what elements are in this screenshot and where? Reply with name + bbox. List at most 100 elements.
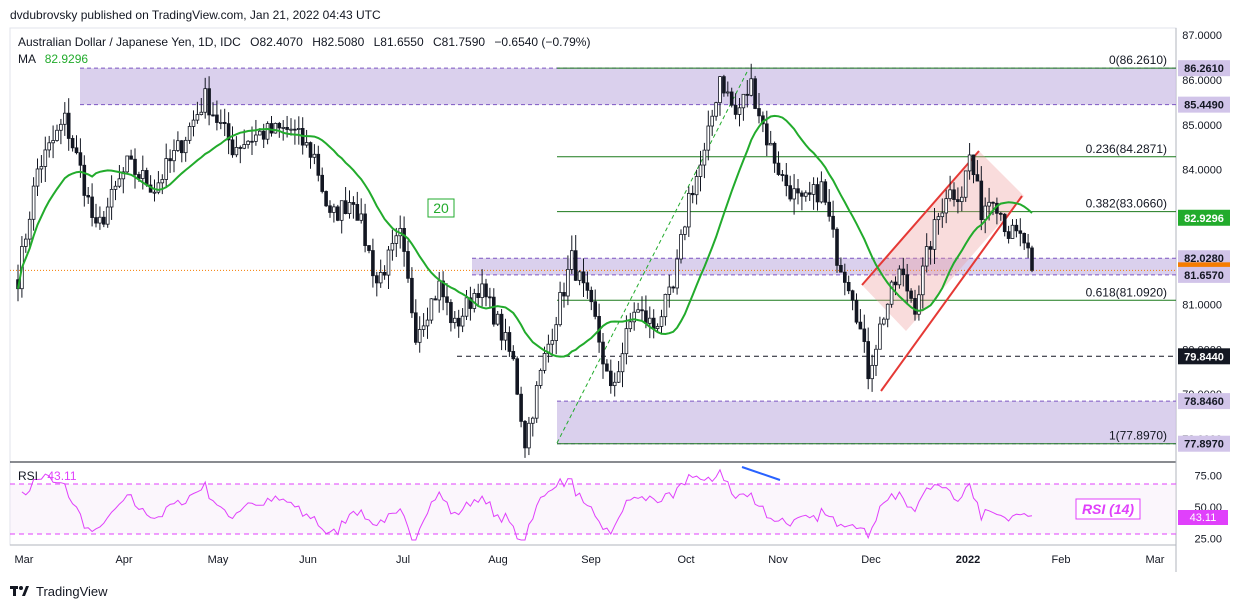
time-tick-6: Sep	[581, 554, 601, 566]
candle-143	[573, 235, 578, 281]
candle-109	[441, 271, 445, 311]
candle-213	[846, 275, 851, 295]
footer-brand: TradingView	[36, 584, 108, 599]
rsi-band-fill	[10, 484, 1176, 534]
candle-152	[609, 359, 613, 394]
candle-220	[874, 344, 878, 377]
candle-177	[706, 110, 711, 161]
candle-68	[281, 120, 285, 141]
candle-54	[226, 112, 231, 155]
time-axis[interactable]: Mar Apr May Jun Jul Aug Sep Oct Nov Dec 2022 Feb Mar	[15, 554, 1165, 566]
svg-text:78.8460: 78.8460	[1184, 396, 1224, 408]
candle-43	[183, 136, 188, 162]
candle-176	[702, 142, 707, 179]
candle-193	[768, 130, 773, 146]
candle-14	[70, 135, 75, 152]
candle-124	[499, 309, 504, 351]
candle-82	[335, 204, 340, 222]
candle-8	[47, 135, 51, 158]
candle-219	[870, 354, 874, 392]
candle-158	[632, 302, 636, 331]
candle-99	[402, 216, 406, 267]
candle-181	[722, 74, 726, 97]
candle-201	[800, 190, 804, 211]
candle-15	[74, 135, 79, 155]
candle-110	[445, 283, 449, 316]
svg-text:82.0280: 82.0280	[1184, 253, 1224, 265]
time-tick-11: Feb	[1052, 554, 1071, 566]
candle-41	[176, 131, 180, 153]
candle-154	[616, 361, 621, 383]
candle-79	[324, 190, 328, 208]
candle-184	[733, 93, 738, 120]
time-tick-4: Jul	[396, 554, 410, 566]
candle-186	[741, 93, 746, 121]
candle-259	[1026, 233, 1030, 258]
candle-29	[129, 149, 133, 160]
time-tick-12: Mar	[1146, 554, 1165, 566]
candle-203	[807, 181, 812, 201]
candle-78	[320, 167, 324, 194]
rsi-title-tag: RSI (14)	[1082, 501, 1134, 517]
candle-250	[991, 201, 995, 216]
candle-84	[343, 187, 348, 215]
candle-113	[456, 309, 461, 338]
candle-194	[772, 141, 777, 173]
candle-76	[312, 144, 317, 165]
rsi-value-tag-box	[1178, 510, 1228, 525]
candle-50	[211, 102, 215, 117]
candle-83	[339, 200, 344, 234]
candle-18	[86, 187, 91, 204]
price-axis[interactable]: 87.000086.000085.000084.000083.000082.00…	[1182, 30, 1222, 446]
candle-207	[823, 179, 828, 206]
fib-label-1: 0.236(84.2871)	[1086, 142, 1167, 156]
candle-105	[425, 307, 430, 339]
svg-text:85.4490: 85.4490	[1184, 100, 1224, 112]
candle-208	[827, 189, 831, 222]
candle-238	[944, 189, 948, 224]
candle-231	[917, 285, 921, 321]
candle-206	[819, 171, 824, 204]
candle-246	[975, 160, 980, 182]
price-tag-7: 78.8460	[1178, 393, 1230, 410]
candle-86	[351, 196, 356, 219]
candle-49	[207, 76, 211, 126]
candle-142	[570, 235, 574, 274]
price-tick-2: 85.0000	[1182, 120, 1222, 132]
candle-182	[726, 81, 730, 97]
candle-210	[835, 227, 839, 273]
candle-27	[121, 167, 126, 194]
candle-11	[59, 118, 63, 145]
candle-243	[963, 170, 968, 202]
candle-165	[659, 309, 664, 334]
time-tick-3: Jun	[299, 554, 317, 566]
candle-6	[39, 155, 44, 183]
candle-234	[928, 240, 933, 265]
candle-244	[967, 143, 972, 180]
candle-212	[843, 263, 847, 296]
candle-254	[1006, 225, 1011, 244]
zone-0	[80, 68, 1176, 105]
rsi-tick-0: 75.00	[1194, 471, 1222, 483]
time-tick-1: Apr	[115, 554, 132, 566]
time-tick-7: Oct	[677, 554, 694, 566]
rsi-line	[21, 468, 1033, 541]
candle-47	[199, 98, 204, 116]
publish-info: dvdubrovsky published on TradingView.com…	[10, 8, 381, 22]
candle-257	[1018, 218, 1023, 247]
ma-legend-label: MA	[18, 52, 36, 66]
candle-53	[222, 108, 227, 137]
zone-1	[472, 258, 1176, 275]
footer: TradingView	[10, 584, 108, 599]
candle-13	[66, 98, 71, 151]
candle-253	[1002, 213, 1007, 237]
candle-170	[679, 229, 683, 264]
candle-239	[948, 175, 952, 202]
candle-218	[866, 327, 870, 390]
candle-22	[102, 211, 106, 228]
candle-174	[694, 169, 699, 205]
candle-241	[956, 187, 960, 214]
candle-42	[179, 139, 184, 163]
candle-88	[359, 198, 363, 224]
